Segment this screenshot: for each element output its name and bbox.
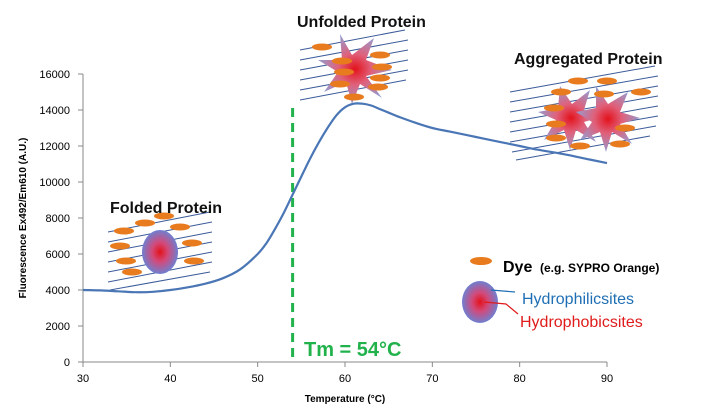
axes: 0 2000 4000 6000 8000 10000 12000 14000 16000 30…: [18, 69, 613, 405]
y-tick-label: 16000: [39, 69, 70, 81]
folded-dye-molecules: [110, 212, 204, 276]
aggregated-protein-label: Aggregated Protein: [514, 51, 662, 68]
x-tick-label: 60: [339, 373, 351, 385]
y-tick-label: 12000: [39, 141, 70, 153]
x-tick-label: 80: [514, 373, 526, 385]
legend-dye-label: Dye: [503, 259, 532, 276]
unfolded-protein-illustration: Unfolded Protein: [297, 14, 426, 104]
x-tick-label: 70: [426, 373, 438, 385]
folded-protein-core: [142, 230, 178, 274]
aggregated-protein-illustration: Aggregated Protein: [509, 51, 662, 161]
legend-dye-example: (e.g. SYPRO Orange): [540, 261, 659, 275]
legend-hydrophilic-label: Hydrophilicsites: [522, 291, 634, 308]
aggregated-dye-molecules: [544, 77, 651, 150]
y-tick-label: 14000: [39, 105, 70, 117]
x-tick-label: 50: [252, 373, 264, 385]
y-tick-label: 4000: [46, 285, 70, 297]
tm-label: Tm = 54°C: [304, 339, 401, 361]
x-tick-label: 40: [164, 373, 176, 385]
legend: Dye (e.g. SYPRO Orange) Hydrophilicsites…: [462, 257, 659, 331]
y-tick-label: 8000: [46, 213, 70, 225]
legend-protein-swatch: [462, 281, 498, 323]
folded-protein-label: Folded Protein: [110, 200, 222, 217]
legend-hydrophobic-label: Hydrophobicsites: [520, 314, 643, 331]
legend-dye-swatch: [470, 257, 492, 265]
x-axis-title: Temperature (°C): [305, 394, 386, 405]
y-tick-label: 0: [64, 357, 70, 369]
unfolded-protein-label: Unfolded Protein: [297, 14, 426, 31]
legend-connector-hydrophobic: [483, 301, 519, 315]
melt-curve-line: [82, 102, 608, 294]
y-tick-label: 2000: [46, 321, 70, 333]
y-axis-title: Fluorescence Ex492/Em610 (A.U.): [18, 138, 29, 299]
aggregated-protein-shape-2: [576, 86, 640, 152]
unfolded-dye-molecules: [312, 43, 392, 101]
x-tick-label: 30: [77, 373, 89, 385]
y-tick-label: 6000: [46, 249, 70, 261]
folded-protein-illustration: Folded Protein: [107, 200, 222, 291]
legend-connector-hydrophilic: [490, 289, 516, 293]
y-tick-label: 10000: [39, 177, 70, 189]
x-tick-label: 90: [601, 373, 613, 385]
